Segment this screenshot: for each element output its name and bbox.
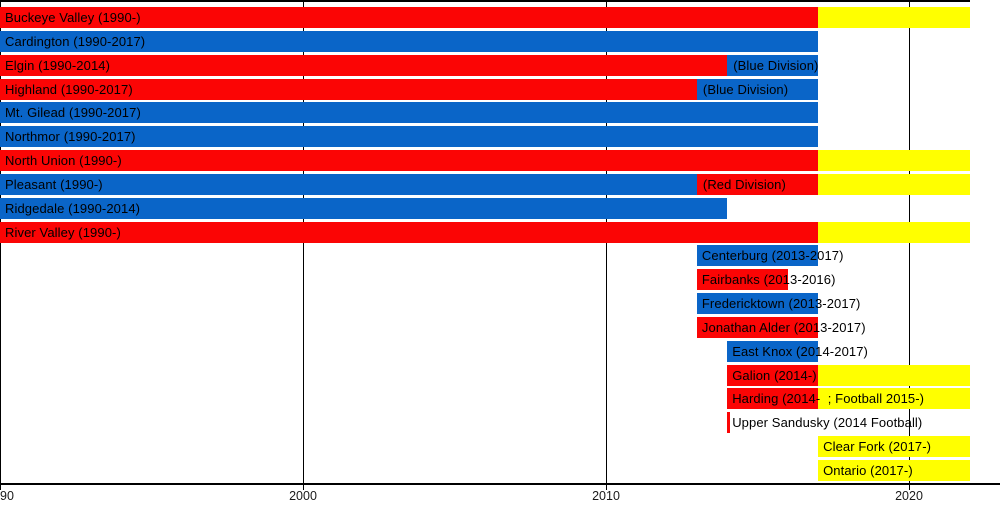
bar-segment-red (727, 364, 819, 386)
team-label: Mt. Gilead (1990-2017) (5, 105, 141, 121)
bar-segment-blue (0, 102, 819, 124)
timeline-row (0, 316, 1000, 338)
team-label: River Valley (1990-) (5, 224, 121, 240)
bar-segment-red (0, 221, 819, 243)
team-label: Upper Sandusky (2014 Football) (732, 415, 923, 431)
team-label: Highland (1990-2017) (5, 81, 133, 97)
team-label: Ridgedale (1990-2014) (5, 200, 141, 216)
bar-segment-blue (696, 78, 819, 100)
axis-tick-label: 90 (0, 489, 14, 503)
bar-segment-blue (0, 126, 819, 148)
bar-segment-red (0, 78, 697, 100)
axis-tick-label: 2010 (592, 489, 620, 503)
timeline-row (0, 412, 1000, 434)
timeline-row (0, 54, 1000, 76)
axis-tick-label: 2020 (895, 489, 923, 503)
division-label: (Blue Division) (733, 57, 819, 73)
axis-tick-mark (0, 483, 2, 490)
team-label: Fairbanks (2013-2016) (701, 272, 836, 288)
bar-segment-blue (0, 173, 697, 195)
team-label: East Knox (2014-2017) (732, 343, 868, 359)
timeline-row (0, 173, 1000, 195)
bar-segment-blue (696, 245, 819, 267)
bar-segment-yellow (818, 173, 970, 195)
timeline-row (0, 460, 1000, 481)
timeline-row (0, 7, 1000, 28)
team-label: Buckeye Valley (1990-) (5, 10, 141, 25)
axis-top-line (0, 0, 970, 2)
axis-bottom-line (0, 483, 1000, 485)
team-label: Northmor (1990-2017) (5, 129, 136, 145)
team-label: Pleasant (1990-) (5, 176, 103, 192)
bar-segment-blue (727, 54, 819, 76)
timeline-row (0, 221, 1000, 243)
bar-segment-yellow (818, 364, 970, 386)
timeline-row (0, 78, 1000, 100)
team-label: Fredericktown (2013-2017) (701, 296, 861, 312)
bar-segment-yellow (818, 436, 970, 458)
timeline-row (0, 150, 1000, 171)
bar-segment-red (0, 54, 728, 76)
timeline-row (0, 388, 1000, 410)
team-label: Jonathan Alder (2013-2017) (701, 319, 866, 335)
bar-segment-red (696, 173, 819, 195)
bar-segment-red (727, 388, 819, 410)
division-label: (Blue Division) (702, 81, 789, 97)
axis-tick-label: 2000 (289, 489, 317, 503)
team-label: Ontario (2017-) (823, 463, 913, 478)
team-label: Clear Fork (2017-) (823, 439, 932, 455)
bar-segment-yellow (818, 221, 970, 243)
bar-segment-red (0, 7, 819, 28)
team-label: North Union (1990-) (5, 153, 122, 168)
timeline-row (0, 102, 1000, 124)
bar-segment-blue (727, 340, 819, 362)
axis-tick-mark (606, 483, 608, 490)
bar-segment-yellow (818, 7, 970, 28)
axis-tick-mark (909, 483, 911, 490)
timeline-row (0, 197, 1000, 219)
timeline-row (0, 340, 1000, 362)
timeline-row (0, 269, 1000, 291)
timeline-row (0, 126, 1000, 148)
team-label: Harding (2014- ; Football 2015-) (732, 391, 925, 407)
team-label: Elgin (1990-2014) (5, 57, 111, 73)
bar-segment-red (727, 412, 731, 434)
team-label: Galion (2014-) (732, 367, 817, 383)
bar-segment-blue (0, 197, 728, 219)
bar-segment-red (0, 150, 819, 171)
timeline-row (0, 364, 1000, 386)
team-label: Centerburg (2013-2017) (701, 248, 844, 264)
timeline-row (0, 436, 1000, 458)
timeline-row (0, 245, 1000, 267)
axis-tick-mark (303, 483, 305, 490)
bar-segment-red (696, 316, 819, 338)
bar-segment-red (696, 269, 788, 291)
timeline-row (0, 293, 1000, 315)
bar-segment-yellow (818, 388, 970, 410)
bar-segment-yellow (818, 460, 970, 481)
timeline-row (0, 30, 1000, 52)
division-label: (Red Division) (702, 176, 786, 192)
bar-segment-blue (0, 30, 819, 52)
bar-segment-blue (696, 293, 819, 315)
bar-segment-yellow (818, 150, 970, 171)
team-label: Cardington (1990-2017) (5, 33, 146, 49)
